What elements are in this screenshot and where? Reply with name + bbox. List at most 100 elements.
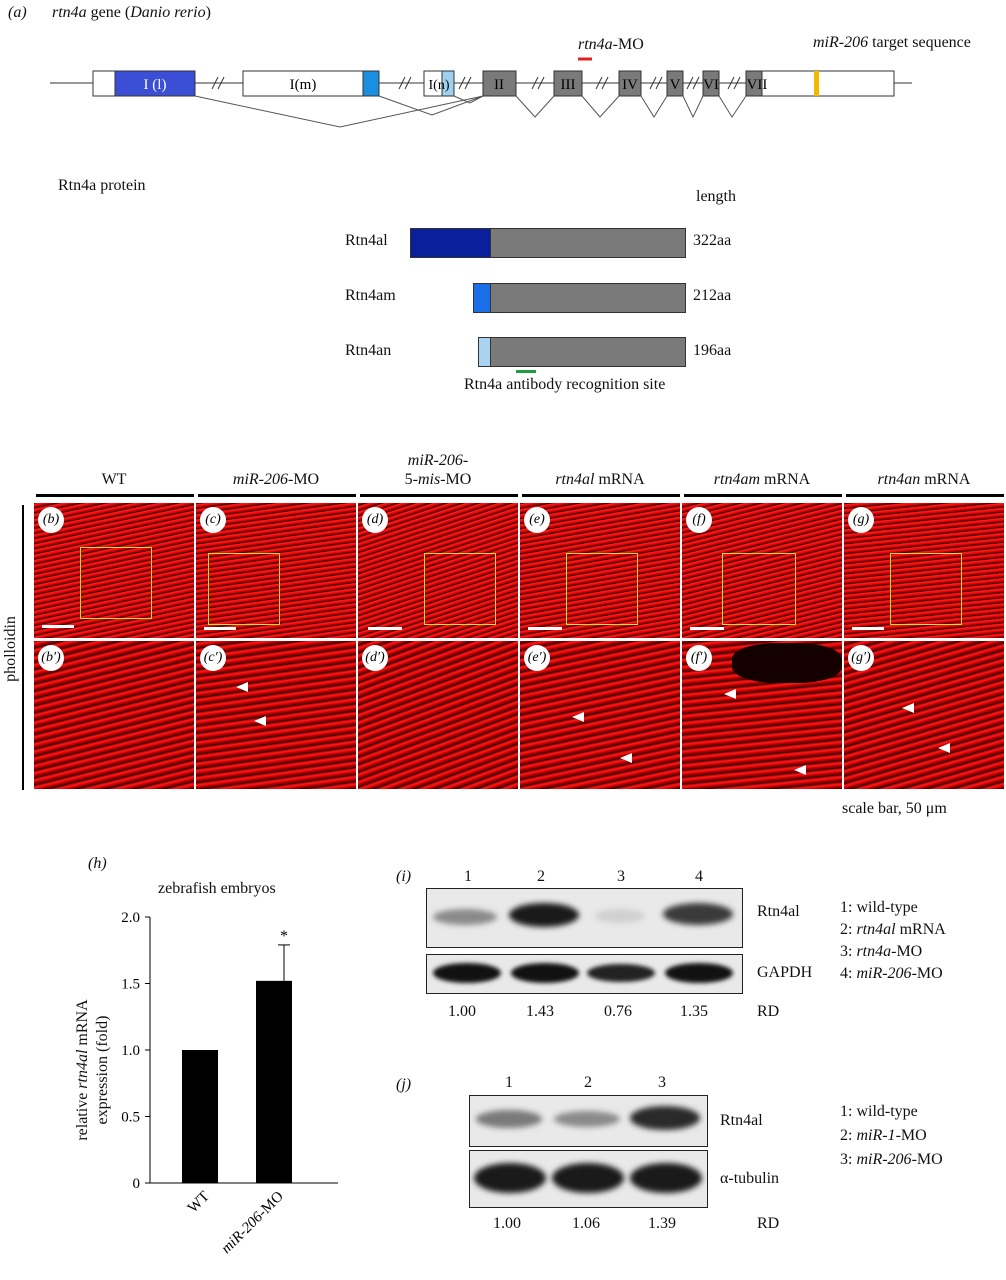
exon-2 — [482, 70, 517, 97]
exon-label-7: VII — [747, 77, 768, 93]
col-line-2 — [198, 494, 356, 497]
chart-bars — [182, 980, 292, 1183]
row-bracket — [22, 505, 24, 790]
significance-marker: * — [280, 928, 288, 945]
lane-j-1: 1 — [505, 1074, 513, 1091]
exon-label-1n: I(n) — [429, 78, 450, 93]
protein-name-rtn4am: Rtn4am — [345, 287, 396, 304]
legend-j: 1: wild-type 2: miR-1-MO 3: miR-206-MO — [840, 1100, 943, 1172]
micro-panel-f-prime: (f′) — [682, 641, 842, 789]
chart-ticks: 0 0.5 1.0 1.5 2.0 — [121, 910, 150, 1192]
row-j-tubulin: α-tubulin — [720, 1170, 780, 1187]
panel-label-g-prime: (g′) — [848, 645, 874, 671]
band-i-rtn4al-4 — [663, 903, 733, 925]
mo-label: rtn4a-MO — [578, 36, 644, 53]
col-head-rtn4an: rtn4an mRNA — [877, 471, 971, 488]
micro-panel-b: (b) — [34, 503, 194, 638]
col-line-5 — [684, 494, 842, 497]
rd-j-2: 1.06 — [572, 1215, 600, 1232]
panel-label-d-prime: (d′) — [362, 645, 388, 671]
exon-label-2: II — [494, 77, 504, 93]
micro-panel-g: (g) — [844, 503, 1004, 638]
zoom-box-c — [208, 553, 280, 625]
col-line-1 — [36, 494, 194, 497]
panel-label-b-prime: (b′) — [38, 645, 64, 671]
panel-h-label: (h) — [88, 855, 107, 872]
micro-panel-d: (d) — [358, 503, 518, 638]
arrowhead-g1 — [902, 703, 914, 713]
panel-label-c: (c) — [200, 507, 226, 533]
col-line-4 — [522, 494, 680, 497]
protein-name-rtn4al: Rtn4al — [345, 232, 388, 249]
y-tick-label: 0 — [133, 1176, 141, 1192]
zoom-box-f — [722, 553, 796, 625]
lane-i-1: 1 — [464, 868, 472, 885]
panel-label-b: (b) — [38, 507, 64, 533]
exon-label-4: IV — [622, 77, 638, 93]
rd-j-label: RD — [757, 1215, 780, 1232]
band-i-gapdh-1 — [433, 963, 501, 983]
lane-j-3: 3 — [658, 1074, 666, 1091]
scale-bar-c — [204, 627, 236, 630]
zoom-box-d — [424, 553, 496, 625]
blot-i-rtn4al — [426, 888, 743, 948]
panel-label-f: (f) — [686, 507, 712, 533]
micro-panel-f: (f) — [682, 503, 842, 638]
chart-axes — [149, 917, 338, 1184]
zoom-box-e — [566, 553, 638, 625]
micro-panel-c-prime: (c′) — [196, 641, 356, 789]
row-i-gapdh: GAPDH — [757, 964, 813, 981]
length-rtn4am: 212aa — [693, 287, 732, 304]
rd-i-3: 0.76 — [604, 1003, 632, 1020]
exon-1l — [114, 70, 196, 97]
length-rtn4al: 322aa — [693, 232, 732, 249]
panel-label-e-prime: (e′) — [524, 645, 550, 671]
band-j-tubulin-1 — [474, 1163, 546, 1193]
col-head-mismo: miR-206- 5-mis-MO — [404, 452, 472, 488]
zoom-box-b — [80, 547, 152, 619]
exon-3 — [553, 70, 583, 97]
y-tick-label: 0.5 — [121, 1110, 140, 1126]
arrowhead-c2 — [254, 716, 266, 726]
exon-5 — [666, 70, 684, 97]
arrowhead-f1 — [724, 689, 736, 699]
legend-j-2: 2: miR-1-MO — [840, 1127, 927, 1144]
lane-i-4: 4 — [695, 868, 703, 885]
rtn4al-nterm — [410, 228, 492, 258]
rd-i-label: RD — [757, 1003, 780, 1020]
length-rtn4an: 196aa — [693, 342, 732, 359]
band-j-tubulin-3 — [630, 1163, 702, 1193]
rtn4am-core — [490, 283, 686, 313]
y-tick-label: 1.0 — [121, 1043, 140, 1059]
panel-label-d: (d) — [362, 507, 388, 533]
micro-panel-c: (c) — [196, 503, 356, 638]
legend-j-3: 3: miR-206-MO — [840, 1151, 943, 1168]
arrowhead-f2 — [794, 765, 806, 775]
legend-i: 1: wild-type 2: rtn4al mRNA 3: rtn4a-MO … — [840, 897, 946, 985]
micro-panel-e: (e) — [520, 503, 680, 638]
col-head-rtn4al: rtn4al mRNA — [555, 471, 645, 488]
exon-6 — [702, 70, 720, 97]
scale-bar-f — [690, 627, 724, 630]
gene-title: rtn4a gene (Danio rerio) — [52, 4, 211, 21]
micro-panel-g-prime: (g′) — [844, 641, 1004, 789]
length-header: length — [696, 188, 736, 205]
utr-right — [761, 70, 895, 97]
exon-1n-coding — [441, 70, 455, 97]
band-j-rtn4al-2 — [554, 1111, 620, 1127]
protein-title: Rtn4a protein — [58, 177, 146, 194]
band-i-gapdh-2 — [511, 963, 579, 983]
rtn4an-core — [490, 337, 686, 367]
row-j-rtn4al: Rtn4al — [720, 1112, 763, 1129]
rd-i-1: 1.00 — [448, 1003, 476, 1020]
arrowhead-e1 — [572, 712, 584, 722]
band-i-gapdh-3 — [587, 964, 655, 982]
legend-j-1: 1: wild-type — [840, 1103, 918, 1120]
arrowhead-e2 — [620, 753, 632, 763]
rd-j-1: 1.00 — [493, 1215, 521, 1232]
break-marks — [211, 76, 741, 90]
scale-bar-g — [852, 627, 884, 630]
col-line-6 — [846, 494, 1004, 497]
legend-i-2: 2: rtn4al mRNA — [840, 921, 946, 938]
